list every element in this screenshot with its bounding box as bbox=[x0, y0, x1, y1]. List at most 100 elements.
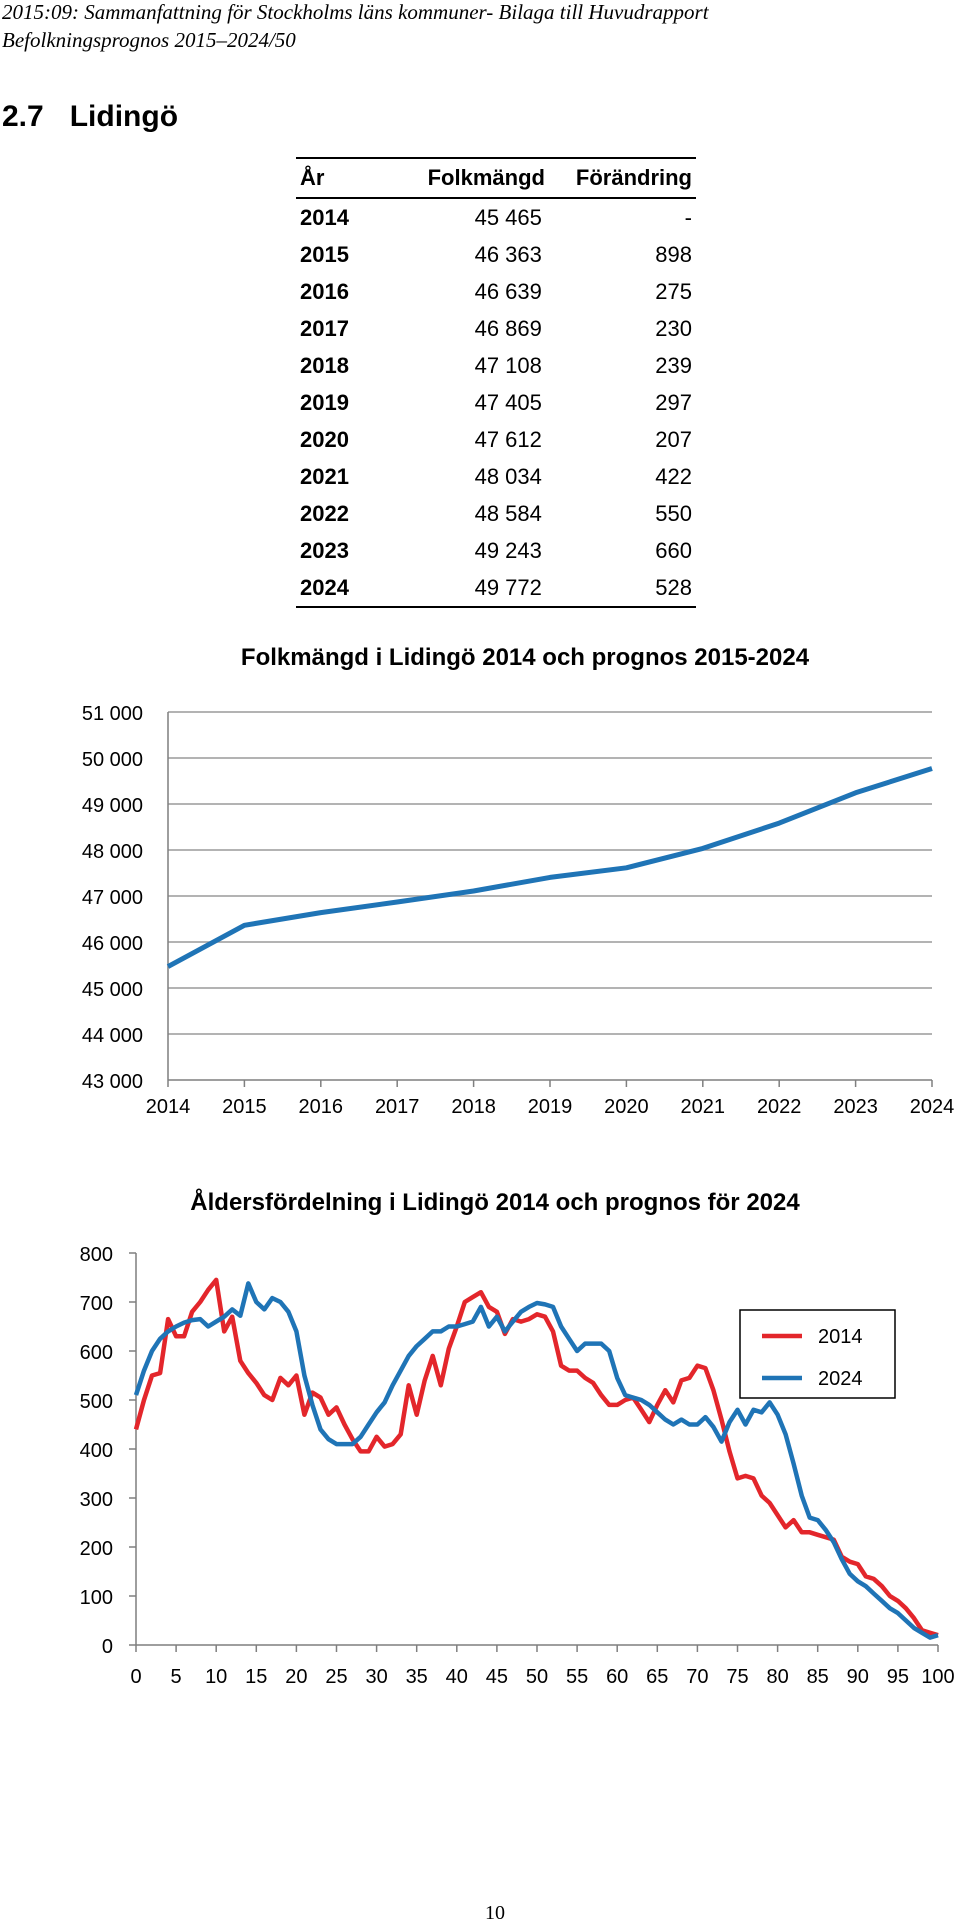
chart-title: Åldersfördelning i Lidingö 2014 och prog… bbox=[190, 1188, 800, 1216]
table-row: 2020 47 612 207 bbox=[296, 421, 696, 458]
cell-year: 2024 bbox=[296, 569, 401, 608]
cell-population: 47 108 bbox=[474, 352, 542, 378]
y-tick-label: 500 bbox=[80, 1391, 113, 1413]
cell-year: 2015 bbox=[300, 241, 349, 267]
cell-change: 239 bbox=[655, 352, 692, 378]
y-tick-label: 51 000 bbox=[82, 703, 143, 725]
x-tick-label: 2021 bbox=[681, 1096, 726, 1118]
cell-change: 207 bbox=[655, 426, 692, 452]
x-tick-label: 2016 bbox=[299, 1096, 344, 1118]
table-row: 2018 47 108 239 bbox=[296, 347, 696, 384]
cell-population: 46 869 bbox=[474, 315, 542, 341]
y-tick-label: 0 bbox=[102, 1636, 113, 1658]
population-line-chart: Folkmängd i Lidingö 2014 och prognos 201… bbox=[82, 644, 955, 1118]
table-row: 2014 45 465 - bbox=[296, 198, 696, 236]
x-tick-label: 40 bbox=[446, 1666, 468, 1685]
cell-change: 660 bbox=[655, 537, 692, 563]
cell-population: 46 639 bbox=[474, 278, 542, 304]
cell-year: 2022 bbox=[300, 500, 349, 526]
page-number: 10 bbox=[485, 1902, 505, 1924]
legend-label: 2014 bbox=[818, 1326, 863, 1348]
header-year: År bbox=[296, 157, 401, 199]
x-tick-label: 45 bbox=[486, 1666, 508, 1685]
x-tick-label: 20 bbox=[285, 1666, 307, 1685]
header-population: Folkmängd bbox=[400, 157, 572, 199]
population-series-line bbox=[166, 766, 933, 969]
x-tick-label: 2024 bbox=[910, 1096, 955, 1118]
cell-population: 47 405 bbox=[474, 389, 542, 415]
x-tick-label: 70 bbox=[686, 1666, 708, 1685]
running-header-line-1: 2015:09: Sammanfattning för Stockholms l… bbox=[2, 0, 709, 24]
y-tick-label: 300 bbox=[80, 1489, 113, 1511]
x-tick-label: 30 bbox=[365, 1666, 387, 1685]
x-tick-label: 35 bbox=[406, 1666, 428, 1685]
chart-title: Folkmängd i Lidingö 2014 och prognos 201… bbox=[241, 644, 810, 671]
table-row: 2019 47 405 297 bbox=[296, 384, 696, 421]
y-tick-label: 43 000 bbox=[82, 1071, 143, 1093]
x-tick-label: 2022 bbox=[757, 1096, 802, 1118]
cell-population: 46 363 bbox=[474, 241, 542, 267]
section-number: 2.7 bbox=[2, 100, 44, 133]
y-tick-label: 45 000 bbox=[82, 979, 143, 1001]
x-tick-label: 65 bbox=[646, 1666, 668, 1685]
x-tick-label: 2023 bbox=[833, 1096, 878, 1118]
y-tick-label: 600 bbox=[80, 1342, 113, 1364]
cell-change: 422 bbox=[655, 463, 692, 489]
cell-year: 2017 bbox=[300, 315, 349, 341]
table-row: 2023 49 243 660 bbox=[296, 532, 696, 569]
cell-year: 2019 bbox=[300, 389, 349, 415]
table-row: 2015 46 363 898 bbox=[296, 236, 696, 273]
cell-population: 48 584 bbox=[474, 500, 542, 526]
x-tick-label: 90 bbox=[847, 1666, 869, 1685]
cell-change: - bbox=[684, 204, 692, 230]
x-tick-label: 50 bbox=[526, 1666, 548, 1685]
cell-year: 2014 bbox=[300, 204, 349, 230]
cell-population: 49 772 bbox=[400, 569, 572, 608]
x-tick-label: 100 bbox=[921, 1666, 954, 1685]
x-tick-label: 5 bbox=[171, 1666, 182, 1685]
y-tick-label: 700 bbox=[80, 1293, 113, 1315]
section-heading: 2.7 Lidingö bbox=[2, 100, 178, 134]
legend-label: 2024 bbox=[818, 1368, 863, 1390]
cell-population: 47 612 bbox=[474, 426, 542, 452]
cell-population: 45 465 bbox=[474, 204, 542, 230]
series-2024-line bbox=[133, 1281, 939, 1640]
y-tick-label: 400 bbox=[80, 1440, 113, 1462]
cell-year: 2021 bbox=[300, 463, 349, 489]
age-distribution-chart: Åldersfördelning i Lidingö 2014 och prog… bbox=[80, 1188, 955, 1685]
cell-year: 2018 bbox=[300, 352, 349, 378]
y-tick-label: 48 000 bbox=[82, 841, 143, 863]
x-tick-label: 2014 bbox=[146, 1096, 191, 1118]
cell-year: 2016 bbox=[300, 278, 349, 304]
cell-change: 550 bbox=[655, 500, 692, 526]
population-table: År Folkmängd Förändring 2014 45 465 - 2015 4… bbox=[296, 157, 696, 608]
y-tick-label: 200 bbox=[80, 1538, 113, 1560]
x-tick-label: 2019 bbox=[528, 1096, 573, 1118]
table-row: 2024 49 772 528 bbox=[296, 569, 696, 608]
series-2014-line bbox=[133, 1277, 939, 1638]
y-tick-label: 800 bbox=[80, 1244, 113, 1266]
y-tick-label: 47 000 bbox=[82, 887, 143, 909]
x-tick-label: 10 bbox=[205, 1666, 227, 1685]
header-change: Förändring bbox=[571, 157, 696, 199]
x-tick-label: 60 bbox=[606, 1666, 628, 1685]
cell-population: 49 243 bbox=[474, 537, 542, 563]
x-tick-label: 2017 bbox=[375, 1096, 420, 1118]
legend-box bbox=[739, 1309, 896, 1399]
cell-change: 297 bbox=[655, 389, 692, 415]
table-row: 2017 46 869 230 bbox=[296, 310, 696, 347]
table-body: 2014 45 465-2015 46 363 898 2016 46 639 275 201… bbox=[296, 198, 696, 608]
section-title: Lidingö bbox=[69, 100, 179, 133]
cell-year: 2020 bbox=[300, 426, 349, 452]
y-tick-label: 100 bbox=[80, 1587, 113, 1609]
x-tick-label: 2020 bbox=[604, 1096, 649, 1118]
table-row: 2016 46 639 275 bbox=[296, 273, 696, 310]
x-tick-label: 2015 bbox=[222, 1096, 267, 1118]
cell-year: 2023 bbox=[300, 537, 349, 563]
x-tick-label: 85 bbox=[807, 1666, 829, 1685]
cell-change: 275 bbox=[655, 278, 692, 304]
running-header-line-2: Befolkningsprognos 2015–2024/50 bbox=[2, 28, 296, 52]
x-tick-label: 80 bbox=[766, 1666, 788, 1685]
cell-population: 48 034 bbox=[474, 463, 542, 489]
x-tick-label: 15 bbox=[245, 1666, 267, 1685]
